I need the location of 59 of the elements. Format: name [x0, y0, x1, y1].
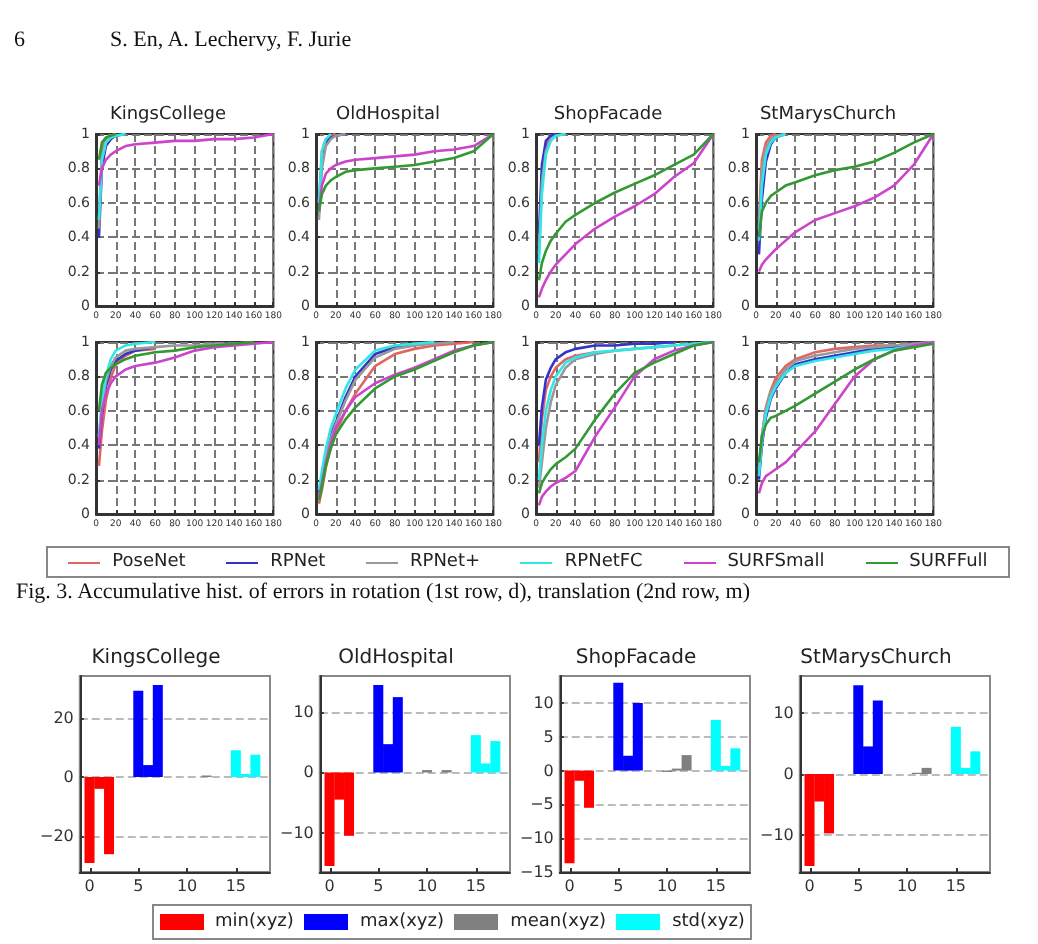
x-tick-label: 10	[176, 877, 198, 895]
y-tick-label: 10	[293, 703, 314, 722]
y-tick-label: −15	[519, 863, 554, 881]
y-tick-label: 0	[783, 765, 794, 783]
x-tick-label: 5	[613, 877, 624, 895]
text: 6	[14, 28, 25, 52]
legend-label: SURFFull	[909, 552, 988, 572]
y-tick-label: 0	[303, 763, 314, 782]
legend-label: RPNet	[270, 552, 326, 572]
x-tick-label: 15	[465, 877, 487, 895]
y-tick-label: −10	[279, 823, 314, 842]
legend-label: RPNet+	[410, 552, 481, 572]
chart-title: StMarysChurch	[800, 647, 952, 669]
y-tick-label: −10	[759, 826, 794, 845]
legend-label: mean(xyz)	[510, 912, 607, 932]
line-series	[317, 340, 436, 492]
x-tick-label: 15	[705, 877, 727, 895]
chart-title: ShopFacade	[575, 647, 697, 669]
text: S. En, A. Lechervy, F. Jurie	[110, 28, 352, 52]
line-series	[97, 340, 157, 438]
legend-label: max(xyz)	[359, 912, 444, 932]
x-tick-label: 0	[804, 877, 815, 895]
y-tick-label: −5	[530, 795, 554, 814]
x-tick-label: 5	[133, 877, 144, 895]
chart-title: StMarysChurch	[759, 105, 897, 125]
y-tick-label: −20	[39, 827, 74, 846]
y-tick-label: −10	[519, 829, 554, 848]
y-tick-label: 5	[543, 727, 554, 746]
x-tick-label: 10	[656, 877, 678, 895]
x-tick-label: 0	[564, 877, 575, 895]
x-tick-label: 10	[416, 877, 438, 895]
line-series	[97, 132, 118, 162]
line-series	[317, 132, 333, 205]
line-series	[97, 347, 157, 468]
x-tick-label: 15	[945, 877, 967, 895]
legend-label: min(xyz)	[215, 912, 294, 932]
chart-title: KingsCollege	[91, 647, 221, 669]
line-series	[97, 340, 255, 413]
x-tick-label: 10	[896, 877, 918, 895]
x-tick-label: 0	[324, 877, 335, 895]
line-series	[537, 340, 676, 447]
chart-title: KingsCollege	[109, 105, 228, 125]
y-tick-label: 10	[773, 703, 794, 722]
chart-title: ShopFacade	[553, 105, 664, 125]
chart-title: OldHospital	[338, 647, 454, 669]
line-series	[537, 351, 597, 464]
y-tick-label: 0	[543, 761, 554, 780]
caption: Fig. 3. Accumulative hist. of errors in rotation (1st row, d), translation (2nd row, m)	[16, 580, 751, 604]
x-tick-label: 5	[853, 877, 864, 895]
legend-label: std(xyz)	[672, 912, 745, 932]
legend-label: PoseNet	[112, 552, 186, 572]
y-tick-label: 0	[63, 767, 74, 786]
y-tick-label: 10	[533, 694, 554, 713]
legend-label: RPNetFC	[564, 552, 643, 572]
x-tick-label: 15	[225, 877, 247, 895]
x-tick-label: 5	[373, 877, 384, 895]
legend-label: SURFSmall	[727, 552, 825, 572]
chart-title: OldHospital	[335, 105, 441, 125]
y-tick-label: 20	[53, 708, 74, 727]
